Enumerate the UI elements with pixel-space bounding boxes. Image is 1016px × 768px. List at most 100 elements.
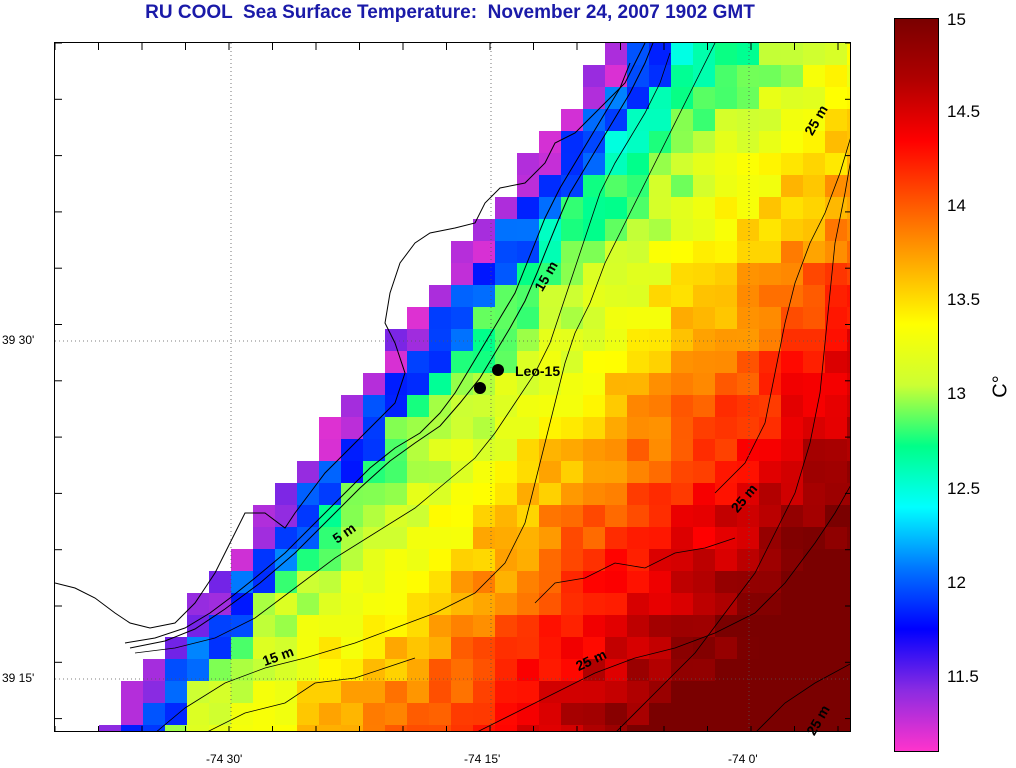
sst-cell <box>605 197 627 219</box>
sst-cell <box>429 285 451 307</box>
sst-cell <box>847 505 850 527</box>
sst-cell <box>495 197 517 219</box>
sst-cell <box>341 549 363 571</box>
sst-cell <box>825 373 847 395</box>
sst-cell <box>231 703 253 725</box>
sst-cell <box>517 263 539 285</box>
map-title: RU COOL Sea Surface Temperature: Novembe… <box>145 2 755 23</box>
sst-cell <box>759 329 781 351</box>
sst-cell <box>803 417 825 439</box>
sst-cell <box>253 505 275 527</box>
sst-cell <box>803 439 825 461</box>
sst-cell <box>649 659 671 681</box>
sst-cell <box>781 43 803 65</box>
sst-cell <box>737 373 759 395</box>
y-tick-label-2: 39 15' <box>2 671 35 685</box>
sst-cell <box>517 549 539 571</box>
sst-cell <box>429 461 451 483</box>
sst-cell <box>253 703 275 725</box>
sst-cell <box>847 373 850 395</box>
sst-cell <box>517 219 539 241</box>
sst-cell <box>561 593 583 615</box>
sst-cell <box>561 505 583 527</box>
sst-cell <box>517 461 539 483</box>
sst-cell <box>583 439 605 461</box>
sst-cell <box>495 483 517 505</box>
sst-cell <box>649 439 671 461</box>
sst-cell <box>385 549 407 571</box>
sst-cell <box>627 87 649 109</box>
sst-cell <box>605 417 627 439</box>
sst-cell <box>737 109 759 131</box>
sst-cell <box>561 439 583 461</box>
sst-cell <box>517 703 539 725</box>
sst-cell <box>759 549 781 571</box>
sst-cell <box>693 285 715 307</box>
sst-cell <box>583 285 605 307</box>
sst-cell <box>627 329 649 351</box>
sst-cell <box>385 725 407 731</box>
sst-cell <box>275 483 297 505</box>
sst-cell <box>341 725 363 731</box>
sst-cell <box>429 329 451 351</box>
sst-cell <box>715 417 737 439</box>
sst-cell <box>781 65 803 87</box>
sst-cell <box>363 373 385 395</box>
sst-cell <box>781 351 803 373</box>
sst-cell <box>209 571 231 593</box>
sst-cell <box>429 439 451 461</box>
sst-cell <box>341 637 363 659</box>
sst-cell <box>605 571 627 593</box>
sst-cell <box>385 417 407 439</box>
sst-cell <box>847 681 850 703</box>
sst-cell <box>737 681 759 703</box>
sst-cell <box>495 417 517 439</box>
sst-cell <box>803 725 825 731</box>
barrier-island-inner <box>129 43 654 649</box>
sst-cell <box>121 681 143 703</box>
sst-cell <box>517 417 539 439</box>
sst-cell <box>715 439 737 461</box>
sst-cell <box>693 637 715 659</box>
sst-cell <box>429 549 451 571</box>
sst-cell <box>825 593 847 615</box>
sst-cell <box>363 593 385 615</box>
sst-cell <box>781 395 803 417</box>
sst-cell <box>473 615 495 637</box>
sst-cell <box>385 483 407 505</box>
sst-cell <box>649 131 671 153</box>
sst-cell <box>693 505 715 527</box>
sst-cell <box>363 615 385 637</box>
sst-cell <box>671 483 693 505</box>
sst-cell <box>429 417 451 439</box>
sst-cell <box>715 65 737 87</box>
sst-cell <box>803 681 825 703</box>
sst-cell <box>781 307 803 329</box>
sst-cell <box>759 571 781 593</box>
sst-map[interactable] <box>54 42 851 732</box>
sst-cell <box>187 637 209 659</box>
sst-cell <box>715 615 737 637</box>
sst-cell <box>363 527 385 549</box>
sst-cell <box>781 439 803 461</box>
sst-cell <box>825 197 847 219</box>
sst-cell <box>671 329 693 351</box>
sst-cell <box>737 461 759 483</box>
sst-cell <box>539 439 561 461</box>
sst-cell <box>649 571 671 593</box>
sst-cell <box>495 681 517 703</box>
sst-cell <box>737 219 759 241</box>
sst-cell <box>275 703 297 725</box>
sst-cell <box>495 615 517 637</box>
sst-cell <box>517 329 539 351</box>
colorbar-tick-label: 14.5 <box>947 102 981 122</box>
sst-cell <box>803 703 825 725</box>
sst-cell <box>803 637 825 659</box>
sst-cell <box>385 461 407 483</box>
sst-cell <box>253 571 275 593</box>
x-tick-label-3: -74 0' <box>728 752 758 766</box>
sst-cell <box>605 527 627 549</box>
sst-cell <box>781 549 803 571</box>
sst-cell <box>737 395 759 417</box>
sst-cell <box>561 703 583 725</box>
